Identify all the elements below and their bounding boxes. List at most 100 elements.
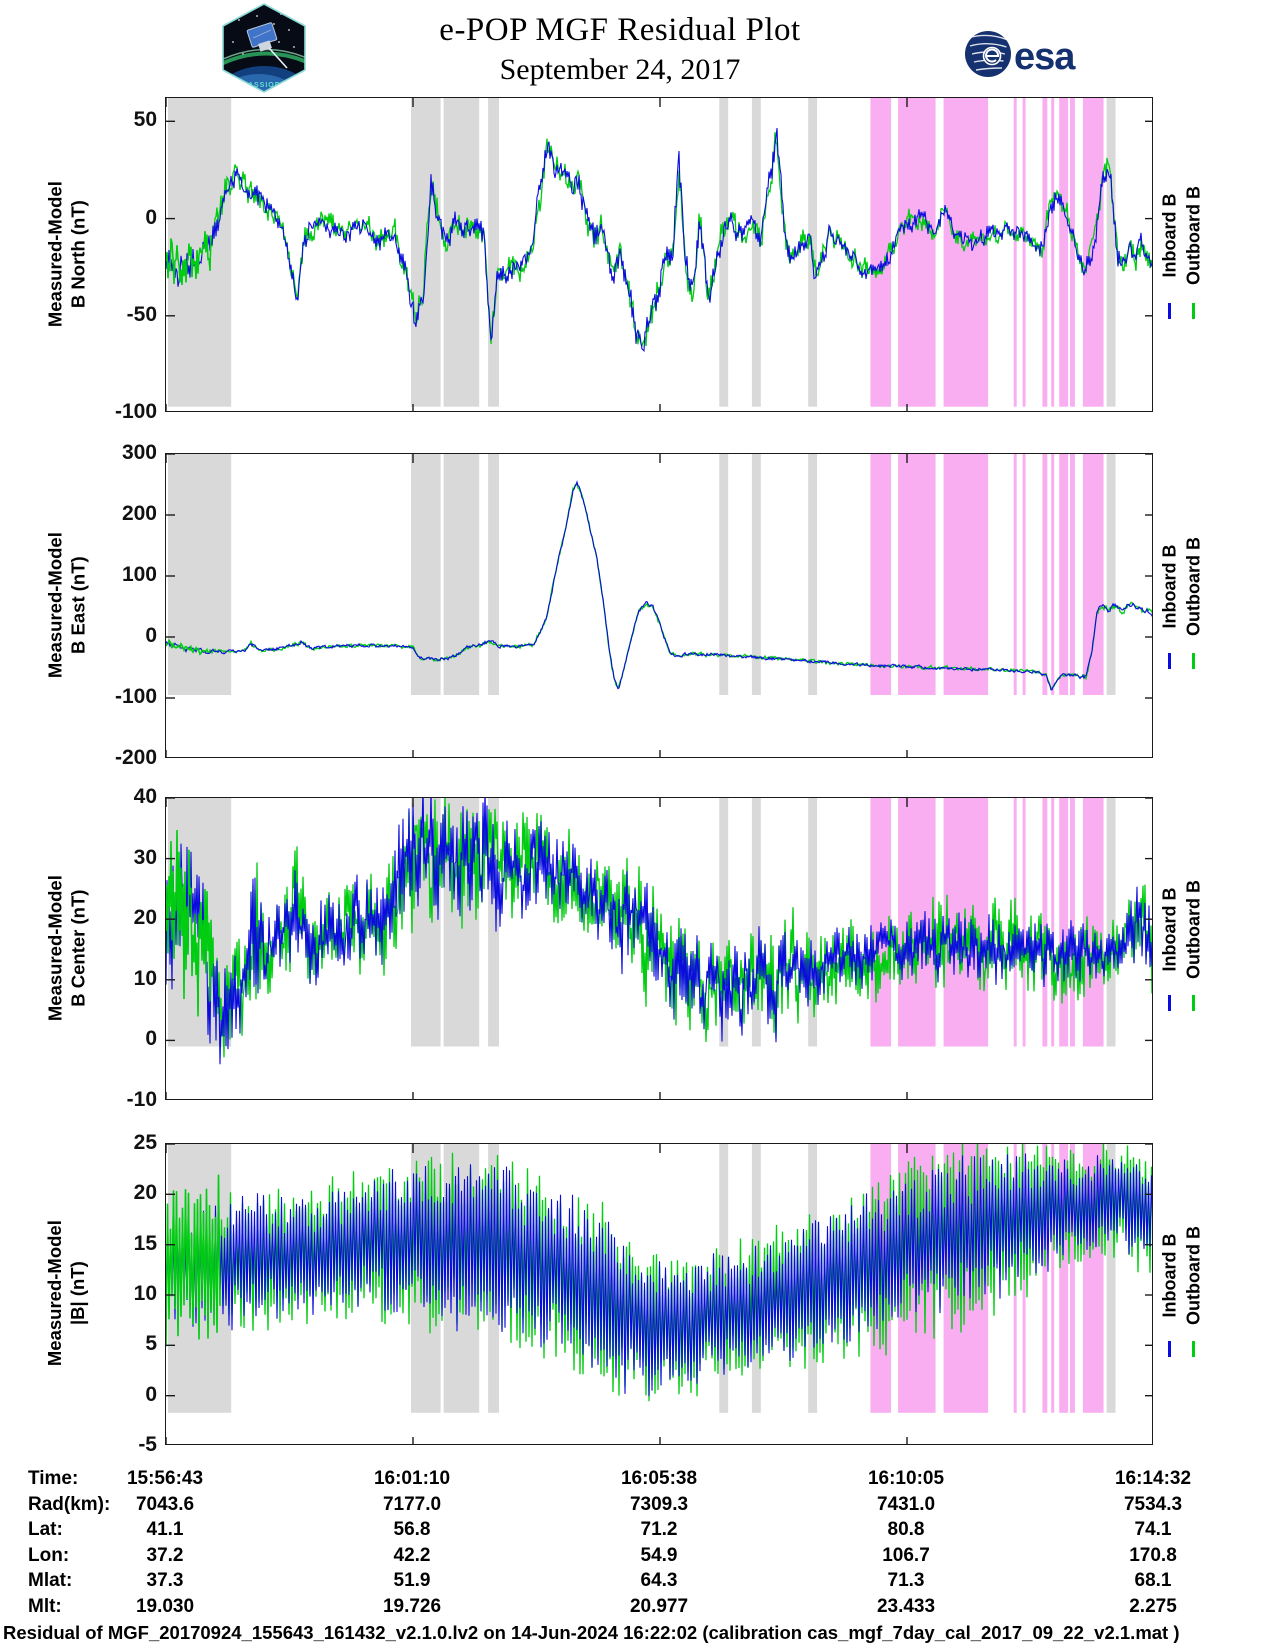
table-cell: 42.2 — [393, 1544, 431, 1566]
gray-flag-band — [168, 454, 232, 695]
table-cell: 23.433 — [876, 1596, 936, 1617]
calibration-footer: Residual of MGF_20170924_155643_161432_v… — [3, 1622, 1180, 1643]
y-axis-label-line2: B North (nT) — [67, 199, 88, 308]
y-tick-label: 0 — [145, 205, 157, 229]
legend-label-outboard: Outboard B — [1183, 1225, 1204, 1325]
cassiope-mission-patch: CASSIOPE — [219, 2, 309, 94]
table-cell: 16:05:38 — [620, 1468, 698, 1489]
gray-flag-band — [488, 98, 499, 407]
title-line-2: September 24, 2017 — [499, 53, 741, 86]
outboard-b-trace-front — [166, 231, 212, 286]
table-cell: 37.3 — [146, 1570, 184, 1592]
table-cell: 19.030 — [135, 1596, 195, 1617]
gray-flag-band — [808, 454, 818, 695]
y-tick-label: 5 — [145, 1332, 157, 1356]
table-cell: 2.275 — [1129, 1596, 1177, 1617]
esa-logo: esa — [962, 26, 1082, 82]
pink-flag-band — [870, 454, 892, 695]
y-tick-label: 200 — [121, 502, 157, 525]
inboard-b-trace — [166, 127, 1152, 352]
esa-wordmark: esa — [1014, 36, 1076, 78]
y-tick-label: -10 — [126, 1088, 157, 1111]
pink-flag-band — [870, 98, 892, 407]
gray-flag-band — [1106, 798, 1116, 1047]
table-cell: 68.1 — [1134, 1570, 1172, 1592]
pink-flag-band — [1022, 798, 1026, 1047]
gray-flag-band — [443, 454, 480, 695]
table-row-label-radkm: Rad(km): — [28, 1493, 111, 1515]
legend-label-outboard: Outboard B — [1183, 537, 1204, 637]
y-axis-label-line1: Measured-Model — [43, 874, 65, 1021]
pink-flag-band — [943, 454, 989, 695]
y-tick-label: 10 — [133, 1282, 157, 1305]
panel-b-magnitude — [165, 1143, 1153, 1445]
table-cell: 7043.6 — [135, 1493, 195, 1515]
outboard-b-trace-front — [166, 830, 214, 1017]
pink-flag-band — [1013, 98, 1017, 407]
pink-flag-band — [1059, 798, 1069, 1047]
table-row-label-lon: Lon: — [28, 1544, 70, 1566]
y-tick-label: 50 — [133, 108, 157, 132]
table-row-label-lat: Lat: — [28, 1519, 63, 1541]
legend-label-inboard: Inboard B — [1159, 193, 1180, 278]
esa-logo-graphic: esa — [965, 31, 1077, 78]
figure-title: e-POP MGF Residual Plot September 24, 20… — [300, 12, 940, 87]
gray-flag-band — [488, 454, 499, 695]
y-axis-label-b-east: Measured-Model B East (nT) — [43, 452, 89, 757]
pink-flag-band — [1070, 454, 1075, 695]
legend-label-inboard: Inboard B — [1159, 887, 1180, 972]
y-axis-label-line2: |B| (nT) — [67, 1261, 88, 1326]
table-cell: 80.8 — [887, 1519, 925, 1541]
panel-b-north — [165, 97, 1153, 412]
y-tick-label: 30 — [133, 845, 157, 869]
y-tick-label: -200 — [114, 746, 157, 769]
table-cell: 7177.0 — [382, 1493, 442, 1515]
table-cell: 71.2 — [640, 1519, 678, 1541]
pink-flag-band — [1022, 454, 1026, 695]
outboard-b-trace — [166, 482, 1152, 691]
pink-flag-band — [1013, 454, 1017, 695]
table-cell: 54.9 — [640, 1544, 678, 1566]
y-axis-label-line2: B Center (nT) — [67, 889, 88, 1007]
pink-flag-band — [1051, 98, 1055, 407]
table-cell: 71.3 — [887, 1570, 925, 1592]
gray-flag-band — [751, 798, 761, 1047]
legend-outboard-line-sample — [1192, 303, 1195, 320]
table-cell: 41.1 — [146, 1519, 184, 1541]
y-axis-label-b-north: Measured-Model B North (nT) — [43, 96, 89, 411]
panel-b-magnitude-plot — [166, 1144, 1152, 1444]
table-cell: 20.977 — [629, 1596, 689, 1617]
y-axis-label-line2: B East (nT) — [67, 555, 88, 654]
pink-flag-band — [1042, 1144, 1048, 1413]
pink-flag-band — [1022, 98, 1026, 407]
table-row-label-mlat: Mlat: — [28, 1570, 73, 1592]
outboard-b-trace — [166, 798, 1152, 1058]
gray-flag-band — [443, 1144, 480, 1413]
pink-flag-band — [1051, 798, 1055, 1047]
legend-inboard-line-sample — [1168, 652, 1171, 669]
table-cell: 7309.3 — [629, 1493, 689, 1515]
y-tick-label: 20 — [133, 1181, 157, 1205]
gray-flag-band — [1106, 98, 1116, 407]
pink-flag-band — [1070, 798, 1075, 1047]
y-tick-label: -50 — [126, 302, 157, 326]
y-axis-label-b-magnitude: Measured-Model |B| (nT) — [43, 1142, 89, 1444]
y-axis-label-line1: Measured-Model — [43, 1220, 65, 1367]
gray-flag-band — [719, 98, 729, 407]
pink-flag-band — [1070, 1144, 1075, 1413]
table-cell: 74.1 — [1134, 1519, 1172, 1541]
pink-flag-band — [1042, 798, 1048, 1047]
y-tick-label: -100 — [114, 685, 157, 708]
legend-outboard-line-sample — [1192, 1340, 1195, 1357]
pink-flag-band — [1042, 454, 1048, 695]
legend-inboard-line-sample — [1168, 995, 1171, 1012]
legend-label-inboard: Inboard B — [1159, 544, 1180, 629]
legend-label-outboard: Outboard B — [1183, 880, 1204, 980]
y-tick-label: 0 — [145, 1027, 157, 1051]
y-tick-label: 0 — [145, 624, 157, 647]
esa-globe-icon — [965, 31, 1011, 77]
y-tick-label: -5 — [138, 1433, 157, 1456]
panel-b-center — [165, 797, 1153, 1100]
pink-flag-band — [870, 798, 892, 1047]
